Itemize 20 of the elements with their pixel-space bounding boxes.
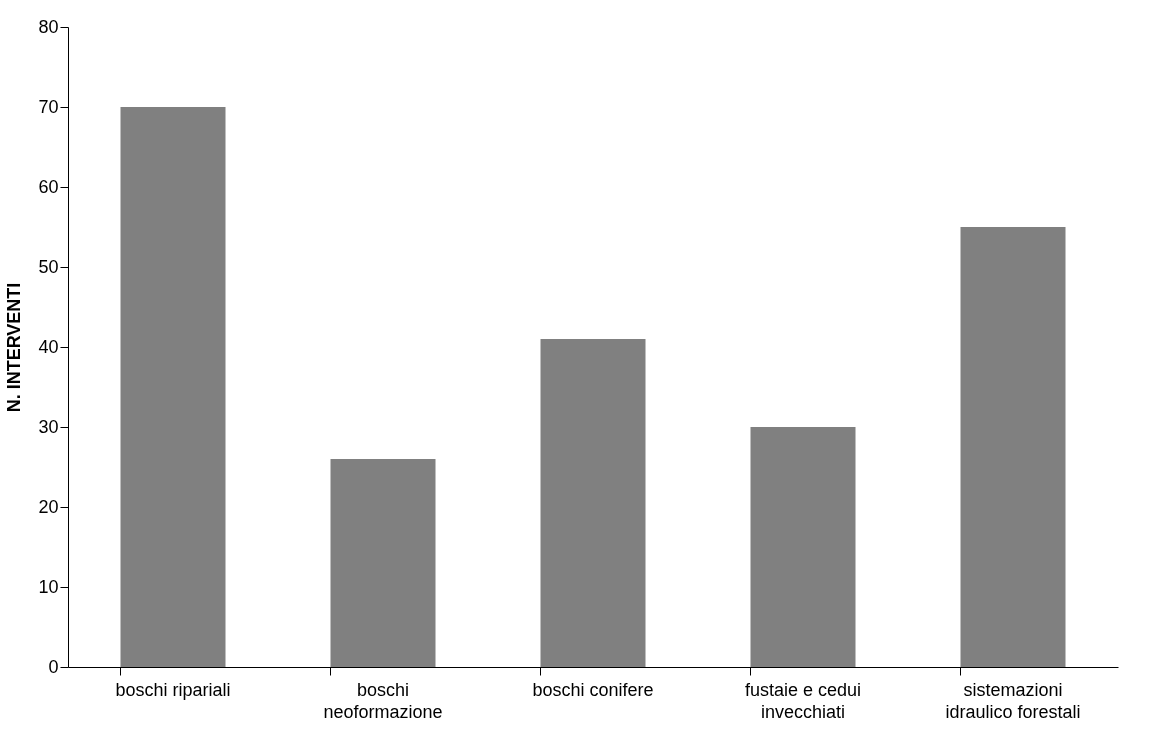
x-tick-label: sistemazioni idraulico forestali [945,679,1081,722]
y-tick-label: 60 [38,176,59,197]
bar [330,459,436,667]
x-tick-label: boschi conifere [532,679,654,700]
y-tick-label: 80 [38,16,59,37]
y-tick-label: 50 [38,256,59,277]
x-tick-label: boschi ripariali [115,679,231,700]
y-tick-label: 10 [38,576,59,597]
bar [960,227,1066,667]
bar [120,107,226,667]
y-tick-label: 20 [38,496,59,517]
y-tick-label: 0 [48,656,59,677]
y-tick-label: 40 [38,336,59,357]
y-tick-label: 70 [38,96,59,117]
y-tick-label: 30 [38,416,59,437]
bar [540,339,646,667]
y-axis-title: N. INTERVENTI [4,282,25,413]
bar [750,427,856,667]
x-tick-label: fustaie e cedui invecchiati [744,679,862,722]
x-tick-label: boschi neoformazione [323,679,443,722]
